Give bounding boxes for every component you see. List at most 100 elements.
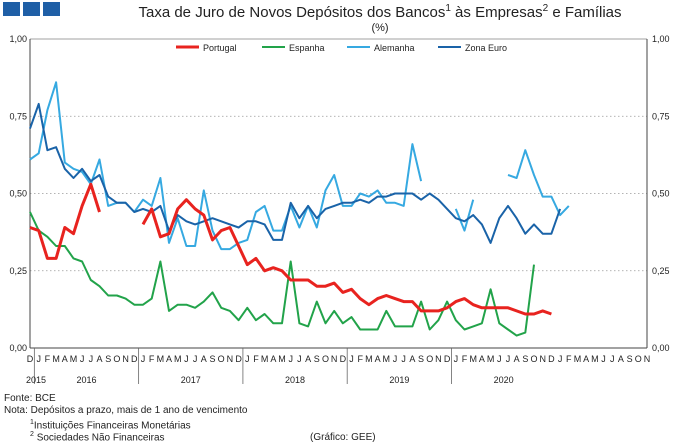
x-tick-label: S [209, 354, 215, 364]
year-label: 2016 [76, 375, 96, 385]
x-tick-label: M [487, 354, 495, 364]
x-tick-label: S [105, 354, 111, 364]
x-tick-label: M [70, 354, 78, 364]
x-tick-label: A [97, 354, 103, 364]
title-text: Taxa de Juro de Novos Depósitos dos Banc… [138, 4, 446, 21]
x-tick-label: S [522, 354, 528, 364]
year-label: 2015 [26, 375, 46, 385]
x-tick-label: M [278, 354, 286, 364]
y-tick-label-left: 0,25 [9, 266, 27, 276]
y-tick-label-left: 0,50 [9, 189, 27, 199]
logo-block [3, 2, 20, 16]
chart-credit: (Gráfico: GEE) [310, 432, 376, 443]
x-tick-label: J [506, 354, 511, 364]
x-tick-label: M [174, 354, 182, 364]
x-tick-label: J [89, 354, 94, 364]
series-line-portugal [29, 182, 552, 316]
x-tick-label: D [131, 354, 138, 364]
x-tick-label: A [270, 354, 276, 364]
y-tick-label-left: 1,00 [9, 34, 27, 44]
x-tick-label: J [393, 354, 398, 364]
x-tick-label: M [574, 354, 582, 364]
footnote-2: 2 Sociedades Não Financeiras [30, 429, 165, 443]
y-tick-label-right: 0,75 [652, 111, 670, 121]
x-tick-label: N [122, 354, 129, 364]
x-tick-label: J [401, 354, 406, 364]
x-tick-label: A [514, 354, 520, 364]
title-sup: 1 [445, 3, 451, 14]
x-tick-label: F [45, 354, 51, 364]
title-sup: 2 [542, 3, 549, 14]
footnote-1-mark: 1 [30, 419, 34, 426]
x-tick-label: J [297, 354, 302, 364]
legend-label: Espanha [289, 43, 325, 53]
x-tick-label: J [558, 354, 563, 364]
legend-label: Portugal [203, 43, 237, 53]
x-tick-label: A [618, 354, 624, 364]
x-tick-label: D [27, 354, 34, 364]
x-tick-label: A [583, 354, 589, 364]
x-tick-label: J [601, 354, 606, 364]
x-tick-label: M [591, 354, 599, 364]
x-tick-label: D [235, 354, 242, 364]
x-tick-label: J [245, 354, 250, 364]
x-tick-label: D [444, 354, 451, 364]
x-tick-label: N [644, 354, 651, 364]
y-tick-label-right: 0,00 [652, 343, 670, 353]
y-tick-label-left: 0,75 [9, 111, 27, 121]
x-tick-label: D [340, 354, 347, 364]
footnote-1-text: Instituições Financeiras Monetárias [33, 420, 191, 432]
series-line-zona-euro [29, 102, 562, 244]
x-tick-label: A [62, 354, 68, 364]
x-tick-label: J [193, 354, 198, 364]
x-tick-label: J [497, 354, 502, 364]
footnote-source: Fonte: BCE [4, 393, 56, 404]
x-tick-label: O [426, 354, 433, 364]
x-tick-label: J [141, 354, 146, 364]
x-tick-label: J [36, 354, 41, 364]
x-tick-label: S [627, 354, 633, 364]
legend-label: Alemanha [374, 43, 415, 53]
x-tick-label: J [184, 354, 189, 364]
title-text: e Famílias [548, 4, 622, 21]
title-text: às Empresas [450, 4, 543, 21]
x-tick-label: O [635, 354, 642, 364]
x-tick-label: M [365, 354, 373, 364]
x-tick-label: D [548, 354, 555, 364]
x-tick-label: M [261, 354, 269, 364]
logo-block [43, 2, 60, 16]
y-tick-label-left: 0,00 [9, 343, 27, 353]
footnote-1: 1Instituições Financeiras Monetárias [30, 417, 191, 431]
x-tick-label: O [531, 354, 538, 364]
y-tick-label-right: 0,50 [652, 189, 670, 199]
x-tick-label: A [201, 354, 207, 364]
footnote-note: Nota: Depósitos a prazo, mais de 1 ano d… [4, 405, 248, 416]
legend-label: Zona Euro [465, 43, 507, 53]
year-label: 2019 [389, 375, 409, 385]
x-tick-label: M [52, 354, 60, 364]
footnote-2-text: Sociedades Não Financeiras [36, 432, 165, 444]
x-tick-label: J [454, 354, 459, 364]
year-label: 2020 [494, 375, 514, 385]
x-tick-label: J [80, 354, 85, 364]
gee-logo [3, 2, 60, 16]
x-tick-label: N [227, 354, 234, 364]
x-tick-label: N [435, 354, 442, 364]
x-tick-label: A [479, 354, 485, 364]
x-tick-label: O [218, 354, 225, 364]
x-tick-label: M [383, 354, 391, 364]
logo-block [23, 2, 40, 16]
x-tick-label: F [566, 354, 572, 364]
x-tick-label: S [314, 354, 320, 364]
y-tick-label-right: 1,00 [652, 34, 670, 44]
x-tick-label: M [469, 354, 477, 364]
x-tick-label: F [462, 354, 468, 364]
x-tick-label: J [288, 354, 293, 364]
chart-subtitle: (%) [371, 22, 389, 34]
x-tick-label: F [253, 354, 259, 364]
x-tick-label: J [349, 354, 354, 364]
x-tick-label: A [375, 354, 381, 364]
x-tick-label: J [610, 354, 615, 364]
x-tick-label: A [305, 354, 311, 364]
